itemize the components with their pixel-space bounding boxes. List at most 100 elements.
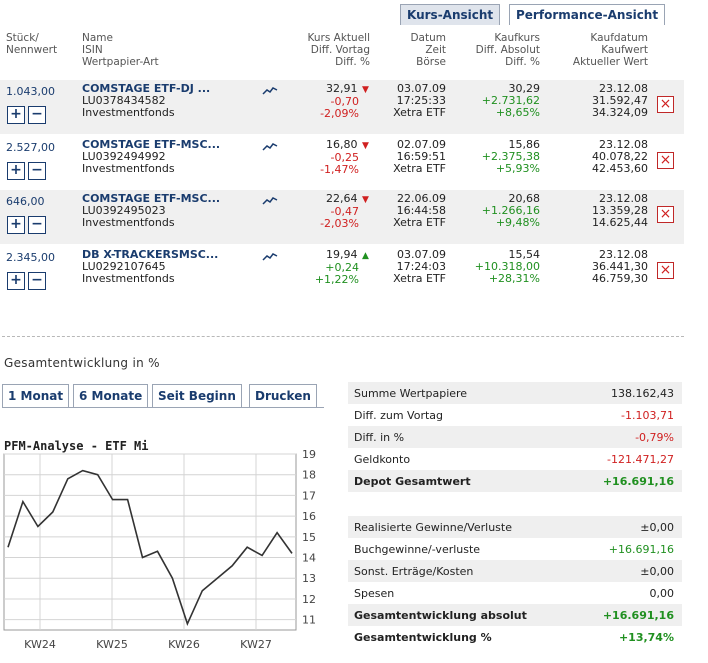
y-tick-label: 15 bbox=[302, 531, 316, 544]
delete-icon[interactable]: × bbox=[657, 262, 674, 279]
y-tick-label: 12 bbox=[302, 593, 316, 606]
security-type: Investmentfonds bbox=[82, 106, 175, 119]
summary-label: Summe Wertpapiere bbox=[354, 387, 468, 400]
security-type: Investmentfonds bbox=[82, 272, 175, 285]
chart-icon[interactable] bbox=[262, 252, 278, 262]
chart-icon[interactable] bbox=[262, 86, 278, 96]
plus-button[interactable]: + bbox=[7, 106, 25, 124]
security-name-link[interactable]: COMSTAGE ETF-MSC... bbox=[82, 138, 221, 151]
diff-pct: +1,22% bbox=[314, 273, 359, 286]
security-info: COMSTAGE ETF-MSC... LU0392495023 Investm… bbox=[82, 193, 220, 229]
summary-label: Sonst. Erträge/Kosten bbox=[354, 565, 474, 578]
summary-value: 0,00 bbox=[649, 587, 675, 600]
x-tick-label: KW26 bbox=[168, 638, 200, 651]
arrow-up-icon: ▲ bbox=[362, 251, 369, 261]
tab-performance-ansicht[interactable]: Performance-Ansicht bbox=[509, 4, 666, 25]
summary-label: Diff. in % bbox=[354, 431, 405, 444]
diff-pct: -2,09% bbox=[320, 107, 359, 120]
kurs-value: 32,91 bbox=[326, 82, 358, 95]
section-title: Gesamtentwicklung in % bbox=[4, 356, 160, 370]
qty-value: 2.527,00 bbox=[6, 141, 55, 154]
summary-value: +16.691,16 bbox=[608, 543, 674, 556]
security-type: Investmentfonds bbox=[82, 216, 175, 229]
x-tick-label: KW25 bbox=[96, 638, 128, 651]
summary-row: Diff. zum Vortag -1.103,71 bbox=[348, 404, 682, 426]
y-tick-label: 13 bbox=[302, 572, 316, 585]
plot-frame bbox=[3, 453, 297, 631]
kaufkurs-info: 30,29 +2.731,62 +8,65% bbox=[481, 82, 540, 119]
datum-info: 03.07.09 17:25:33 Xetra ETF bbox=[393, 82, 446, 119]
summary-row: Spesen 0,00 bbox=[348, 582, 682, 604]
security-type: Investmentfonds bbox=[82, 162, 175, 175]
tab-underline bbox=[2, 407, 324, 408]
diff-vortag: +0,24 bbox=[325, 261, 359, 274]
minus-button[interactable]: − bbox=[28, 162, 46, 180]
tab-kurs-ansicht[interactable]: Kurs-Ansicht bbox=[400, 4, 501, 25]
kaufdatum-info: 23.12.08 13.359,28 14.625,44 bbox=[592, 192, 648, 229]
diff-vortag: -0,25 bbox=[330, 151, 359, 164]
chart-icon[interactable] bbox=[262, 196, 278, 206]
divider bbox=[2, 336, 684, 337]
x-tick-label: KW27 bbox=[240, 638, 272, 651]
chart-icon[interactable] bbox=[262, 142, 278, 152]
summary-row: Realisierte Gewinne/Verluste ±0,00 bbox=[348, 516, 682, 538]
table-row: 2.345,00 + − DB X-TRACKERSMSC... LU02921… bbox=[0, 246, 684, 300]
security-name-link[interactable]: DB X-TRACKERSMSC... bbox=[82, 248, 219, 261]
summary-label: Spesen bbox=[354, 587, 395, 600]
isin: LU0392495023 bbox=[82, 204, 166, 217]
summary-value: +13,74% bbox=[618, 631, 674, 644]
summary-value: -0,79% bbox=[635, 431, 674, 444]
summary-label: Depot Gesamtwert bbox=[354, 475, 471, 488]
summary-row: Depot Gesamtwert +16.691,16 bbox=[348, 470, 682, 492]
minus-button[interactable]: − bbox=[28, 272, 46, 290]
arrow-down-icon: ▼ bbox=[362, 195, 369, 205]
minus-button[interactable]: − bbox=[28, 106, 46, 124]
isin: LU0292107645 bbox=[82, 260, 166, 273]
kurs-value: 22,64 bbox=[326, 192, 358, 205]
summary-value: 138.162,43 bbox=[611, 387, 674, 400]
isin: LU0378434582 bbox=[82, 94, 166, 107]
header-kurs: Kurs Aktuell Diff. Vortag Diff. % bbox=[307, 32, 370, 68]
plus-button[interactable]: + bbox=[7, 272, 25, 290]
summary-value: -121.471,27 bbox=[607, 453, 674, 466]
diff-vortag: -0,70 bbox=[330, 95, 359, 108]
delete-icon[interactable]: × bbox=[657, 96, 674, 113]
delete-icon[interactable]: × bbox=[657, 206, 674, 223]
x-tick-label: KW24 bbox=[24, 638, 56, 651]
summary-label: Buchgewinne/-verluste bbox=[354, 543, 481, 556]
header-kaufkurs: Kaufkurs Diff. Absolut Diff. % bbox=[475, 32, 540, 68]
summary-row: Geldkonto -121.471,27 bbox=[348, 448, 682, 470]
kaufkurs-info: 15,54 +10.318,00 +28,31% bbox=[474, 248, 540, 285]
plus-button[interactable]: + bbox=[7, 216, 25, 234]
chart-title: PFM-Analyse - ETF Mi bbox=[4, 439, 149, 453]
summary-row: Gesamtentwicklung absolut +16.691,16 bbox=[348, 604, 682, 626]
minus-button[interactable]: − bbox=[28, 216, 46, 234]
summary-value: ±0,00 bbox=[640, 521, 674, 534]
summary-row: Summe Wertpapiere 138.162,43 bbox=[348, 382, 682, 404]
arrow-down-icon: ▼ bbox=[362, 85, 369, 95]
tab-6-monate[interactable]: 6 Monate bbox=[73, 384, 149, 408]
y-tick-label: 18 bbox=[302, 469, 316, 482]
security-name-link[interactable]: COMSTAGE ETF-DJ ... bbox=[82, 82, 211, 95]
qty-value: 2.345,00 bbox=[6, 251, 55, 264]
summary-row: Diff. in % -0,79% bbox=[348, 426, 682, 448]
kurs-value: 19,94 bbox=[326, 248, 358, 261]
security-name-link[interactable]: COMSTAGE ETF-MSC... bbox=[82, 192, 221, 205]
header-datum: Datum Zeit Börse bbox=[410, 32, 446, 68]
y-tick-label: 17 bbox=[302, 489, 316, 502]
tab-seit-beginn[interactable]: Seit Beginn bbox=[152, 384, 242, 408]
delete-icon[interactable]: × bbox=[657, 152, 674, 169]
tab-drucken[interactable]: Drucken bbox=[249, 384, 317, 408]
kaufdatum-info: 23.12.08 40.078,22 42.453,60 bbox=[592, 138, 648, 175]
summary-value: +16.691,16 bbox=[602, 609, 674, 622]
y-tick-label: 19 bbox=[302, 448, 316, 461]
plus-button[interactable]: + bbox=[7, 162, 25, 180]
tab-1-monat[interactable]: 1 Monat bbox=[2, 384, 70, 408]
qty-value: 1.043,00 bbox=[6, 85, 55, 98]
summary-value: -1.103,71 bbox=[621, 409, 674, 422]
summary-value: ±0,00 bbox=[640, 565, 674, 578]
summary-row: Sonst. Erträge/Kosten ±0,00 bbox=[348, 560, 682, 582]
summary-label: Geldkonto bbox=[354, 453, 411, 466]
security-info: DB X-TRACKERSMSC... LU0292107645 Investm… bbox=[82, 249, 218, 285]
series-line bbox=[7, 469, 293, 627]
